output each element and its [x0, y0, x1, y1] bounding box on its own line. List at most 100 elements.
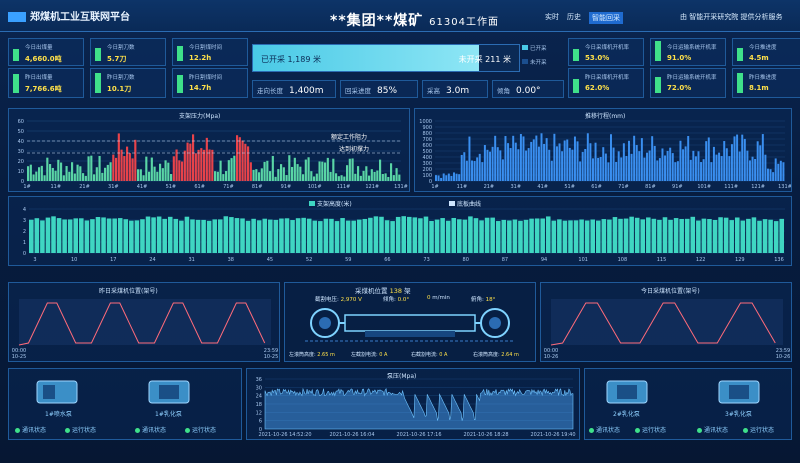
height-bar: [507, 220, 512, 253]
stroke-bar: [561, 151, 564, 181]
height-bar: [306, 218, 312, 253]
height-x-tick: 10: [71, 257, 77, 263]
height-bar: [284, 218, 290, 253]
pump-y-tick: 24: [256, 394, 262, 400]
pressure-y-tick: 60: [18, 119, 24, 125]
pressure-bar: [186, 142, 189, 181]
pressure-bar: [203, 149, 206, 181]
nav-smart-mining[interactable]: 智能回采: [589, 12, 623, 24]
stroke-bar: [676, 161, 679, 181]
stroke-bar: [566, 139, 569, 181]
height-bar: [573, 220, 579, 253]
pressure-bar: [139, 169, 142, 181]
pressure-bar: [211, 149, 214, 181]
pressure-bar: [293, 157, 296, 181]
pump-x-tick: 2021-10-26 18:28: [463, 432, 508, 438]
pressure-bar: [269, 171, 272, 181]
height-bar: [351, 220, 356, 253]
shearer-body-icon: [344, 314, 476, 332]
stroke-bar: [435, 175, 437, 181]
height-bar: [301, 217, 306, 253]
stroke-bar: [442, 173, 445, 181]
height-bar: [740, 220, 746, 253]
left-stat-label-2: 今日割煤时间: [189, 45, 223, 51]
height-bar: [646, 217, 651, 253]
pressure-bar: [214, 171, 217, 181]
nav-realtime[interactable]: 实时: [545, 13, 559, 21]
right-stat-bar-1: [655, 41, 661, 61]
pressure-bar: [362, 170, 365, 181]
pump-x-tick: 2021-10-26 17:16: [396, 432, 441, 438]
brand-logo-icon: [8, 12, 26, 22]
height-x-tick: 73: [423, 257, 429, 263]
stroke-bar: [453, 172, 455, 181]
right-stat-bar-5: [737, 73, 743, 93]
height-bar: [696, 220, 701, 253]
height-bar: [673, 218, 679, 253]
stroke-x-tick: 111#: [724, 184, 738, 190]
height-bar: [462, 219, 468, 253]
legend-remaining: 未开采: [522, 58, 564, 66]
height-bar: [318, 221, 323, 253]
stroke-bar: [491, 146, 494, 181]
stroke-bar: [707, 137, 710, 181]
stroke-y-tick: 300: [422, 161, 432, 167]
pressure-bar: [189, 143, 192, 181]
stroke-bar: [635, 145, 638, 181]
shearer-panel: 采煤机位置 138 架 截割电压: 2,970 V 倾角: 0.0° 0 m/m…: [284, 282, 536, 362]
stroke-bar: [697, 151, 700, 181]
stroke-bar: [622, 143, 625, 181]
stroke-bar: [468, 136, 471, 181]
pressure-bar: [71, 162, 74, 181]
stroke-bar: [527, 148, 530, 181]
height-bar: [84, 220, 90, 253]
pressure-bar: [79, 166, 82, 181]
pressure-bar: [370, 169, 373, 181]
stroke-bar: [519, 133, 522, 181]
stroke-bar: [445, 175, 448, 181]
pump-y-tick: 12: [256, 410, 262, 416]
mined-text: 已开采 1,189 米: [261, 55, 321, 64]
pump-y-tick: 6: [259, 419, 262, 425]
pressure-bar: [170, 174, 173, 181]
pressure-bar: [153, 166, 156, 181]
nav-history[interactable]: 历史: [567, 13, 581, 21]
stroke-bar: [766, 168, 769, 181]
height-bar: [762, 219, 768, 253]
pressure-bar: [351, 158, 354, 181]
top-nav: 实时 历史 智能回采: [545, 12, 623, 24]
height-bar: [584, 220, 590, 253]
stroke-bar: [573, 136, 576, 181]
pressure-bar: [57, 159, 60, 181]
pressure-y-tick: 10: [18, 169, 24, 175]
pressure-bar: [161, 168, 164, 181]
left-stat-1: 今日割刀数 5.7刀: [90, 38, 166, 66]
progress-legend: 已开采 未开采: [522, 44, 564, 72]
stroke-bar: [517, 149, 520, 181]
height-x-tick: 52: [306, 257, 312, 263]
left-stat-value-1: 5.7刀: [107, 55, 127, 63]
stroke-bar: [671, 153, 674, 181]
height-bar: [95, 217, 101, 253]
pressure-bar: [32, 174, 35, 181]
right-stat-4: 昨日运输系统开机率 72.0%: [650, 68, 726, 98]
pressure-bar: [134, 139, 137, 181]
height-bar: [596, 220, 601, 253]
today-x-start-date: 10-26: [544, 354, 559, 360]
stroke-bar: [545, 138, 548, 181]
stroke-chart-panel: 推移行程(mm) 0 100 200 300 400 500 600 700 800 900 100…: [414, 108, 792, 192]
left-stat-value-4: 10.1刀: [107, 85, 132, 93]
height-bar: [701, 218, 707, 253]
pressure-bar: [244, 143, 247, 181]
left-devices-panel: 1#喷水泵 1#乳化泵 通讯状态 运行状态 通讯状态 运行状态: [8, 368, 242, 440]
height-bar: [134, 220, 140, 253]
left-stat-2: 今日割煤时间 12.2h: [172, 38, 248, 66]
pressure-bar: [285, 175, 288, 181]
height-bar: [295, 218, 301, 253]
stroke-y-tick: 700: [422, 137, 432, 143]
device-name-4: 3#乳化泵: [725, 411, 752, 418]
pump-x-tick: 2021-10-26 16:04: [329, 432, 374, 438]
stroke-bar: [712, 146, 715, 181]
